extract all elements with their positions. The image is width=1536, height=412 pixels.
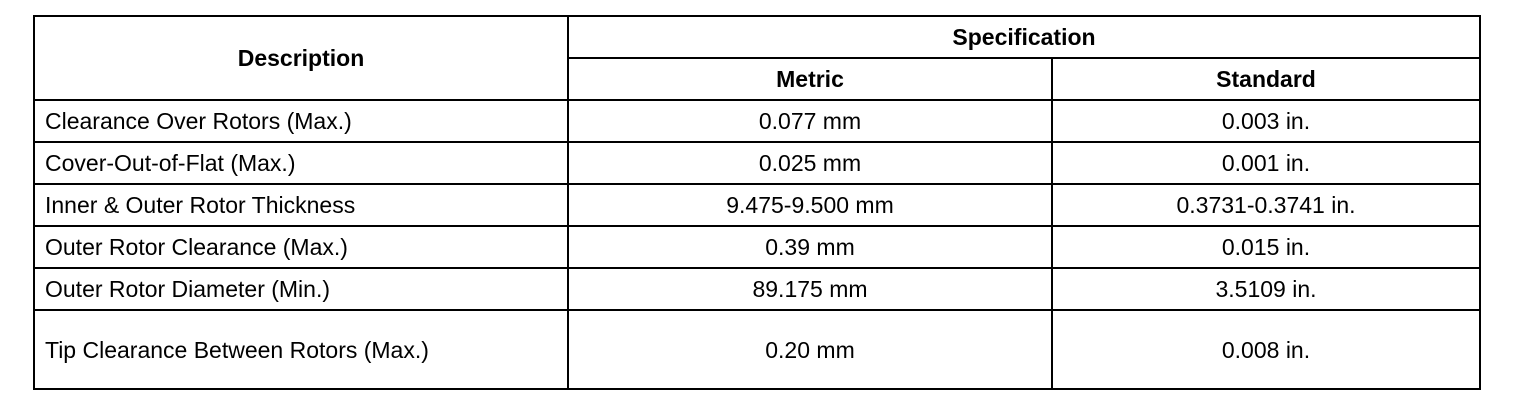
metric-cell: 0.077 mm [567, 99, 1053, 143]
table-body: Clearance Over Rotors (Max.) 0.077 mm 0.00… [33, 99, 1481, 390]
metric-cell: 89.175 mm [567, 267, 1053, 311]
table-row: Outer Rotor Diameter (Min.) 89.175 mm 3.51… [33, 267, 1481, 311]
header-standard: Standard [1051, 57, 1481, 101]
metric-cell: 0.20 mm [567, 309, 1053, 390]
table-row: Inner & Outer Rotor Thickness 9.475-9.500… [33, 183, 1481, 227]
metric-cell: 9.475-9.500 mm [567, 183, 1053, 227]
table-row: Cover-Out-of-Flat (Max.) 0.025 mm 0.001 in… [33, 141, 1481, 185]
standard-cell: 0.3731-0.3741 in. [1051, 183, 1481, 227]
standard-cell: 0.003 in. [1051, 99, 1481, 143]
description-cell: Cover-Out-of-Flat (Max.) [33, 141, 569, 185]
description-cell: Clearance Over Rotors (Max.) [33, 99, 569, 143]
description-cell: Outer Rotor Clearance (Max.) [33, 225, 569, 269]
standard-cell: 0.001 in. [1051, 141, 1481, 185]
table-row: Clearance Over Rotors (Max.) 0.077 mm 0.00… [33, 99, 1481, 143]
table-row: Tip Clearance Between Rotors (Max.) 0.20 … [33, 309, 1481, 390]
metric-cell: 0.39 mm [567, 225, 1053, 269]
header-specification: Specification [567, 15, 1481, 59]
header-description: Description [33, 15, 569, 101]
description-cell: Tip Clearance Between Rotors (Max.) [33, 309, 569, 390]
standard-cell: 3.5109 in. [1051, 267, 1481, 311]
standard-cell: 0.008 in. [1051, 309, 1481, 390]
spec-table: Description Specification Metric Standar… [33, 15, 1481, 390]
header-metric: Metric [567, 57, 1053, 101]
table-row: Outer Rotor Clearance (Max.) 0.39 mm 0.015… [33, 225, 1481, 269]
standard-cell: 0.015 in. [1051, 225, 1481, 269]
description-cell: Outer Rotor Diameter (Min.) [33, 267, 569, 311]
metric-cell: 0.025 mm [567, 141, 1053, 185]
description-cell: Inner & Outer Rotor Thickness [33, 183, 569, 227]
